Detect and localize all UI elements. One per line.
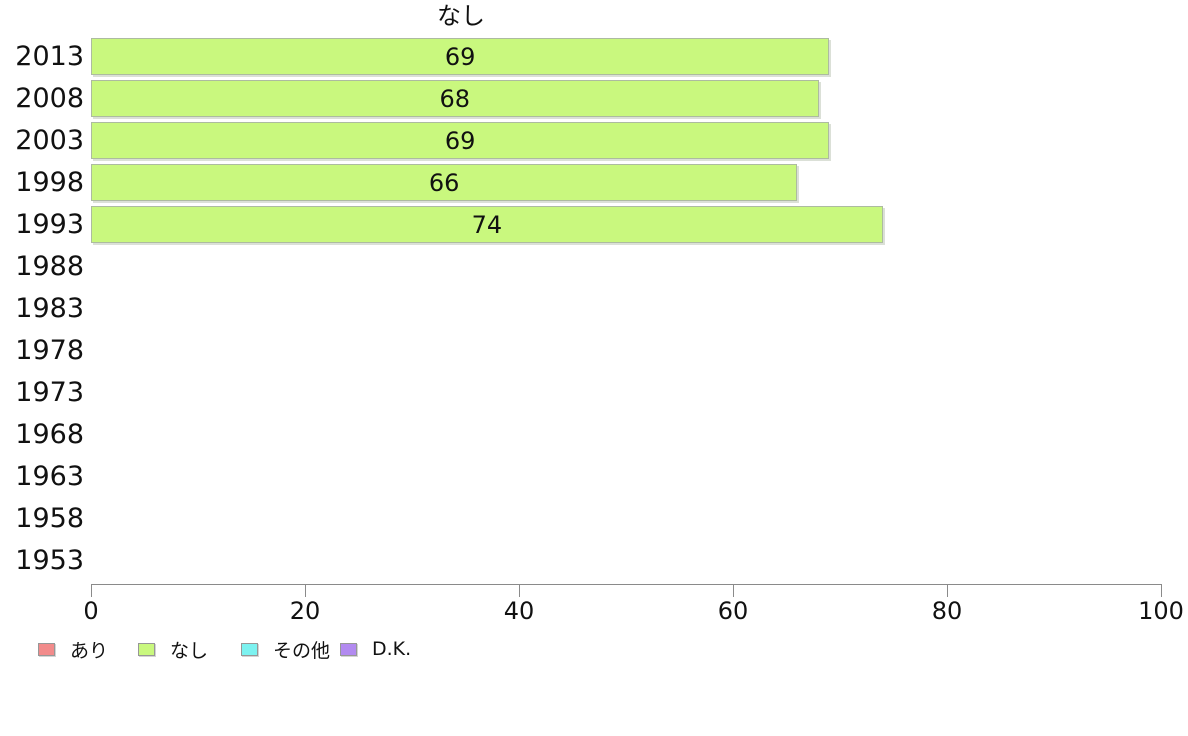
x-axis-tick	[91, 584, 92, 597]
bar-value-label: 74	[471, 211, 503, 239]
bar-value-label: 66	[428, 169, 460, 197]
legend-swatch	[138, 642, 155, 656]
category-label: 1983	[15, 293, 84, 324]
legend-item-3: その他	[241, 636, 330, 662]
bar-value-label: 69	[444, 43, 476, 71]
bar-2013: 69	[91, 38, 830, 75]
category-label: 1978	[15, 335, 84, 366]
chart-title: なし	[437, 2, 485, 30]
bar-value-label: 68	[439, 85, 471, 113]
legend-swatch	[340, 642, 357, 656]
x-axis-tick-label: 40	[503, 597, 535, 625]
legend-label: なし	[170, 639, 209, 662]
legend-swatch	[38, 642, 55, 656]
legend-label: あり	[70, 639, 109, 662]
x-axis-line	[91, 584, 1161, 585]
x-axis-tick-label: 0	[83, 597, 99, 625]
legend-label: その他	[273, 639, 331, 662]
legend-item-2: なし	[138, 636, 208, 662]
bar-1993: 74	[91, 206, 883, 243]
x-axis-tick	[947, 584, 948, 597]
x-axis-tick	[305, 584, 306, 597]
category-label: 1993	[15, 209, 84, 240]
category-label: 1953	[15, 545, 84, 576]
x-axis-tick-label: 20	[289, 597, 321, 625]
legend-item-1: あり	[38, 636, 108, 662]
category-label: 1963	[15, 461, 84, 492]
x-axis-tick-label: 80	[931, 597, 963, 625]
category-label: 1973	[15, 377, 84, 408]
x-axis-tick	[519, 584, 520, 597]
category-label: 1998	[15, 167, 84, 198]
bar-1998: 66	[91, 164, 798, 201]
x-axis-tick-label: 100	[1138, 597, 1184, 625]
category-label: 1958	[15, 503, 84, 534]
x-axis-tick	[733, 584, 734, 597]
legend-swatch	[241, 642, 258, 656]
bar-2008: 68	[91, 80, 819, 117]
category-label: 1968	[15, 419, 84, 450]
bar-2003: 69	[91, 122, 830, 159]
category-label: 2008	[15, 83, 84, 114]
category-label: 2003	[15, 125, 84, 156]
legend-item-4: D.K.	[340, 636, 411, 662]
x-axis-tick-label: 60	[717, 597, 749, 625]
x-axis-tick	[1161, 584, 1162, 597]
category-label: 1988	[15, 251, 84, 282]
bar-value-label: 69	[444, 127, 476, 155]
category-label: 2013	[15, 41, 84, 72]
legend-label: D.K.	[372, 638, 412, 660]
